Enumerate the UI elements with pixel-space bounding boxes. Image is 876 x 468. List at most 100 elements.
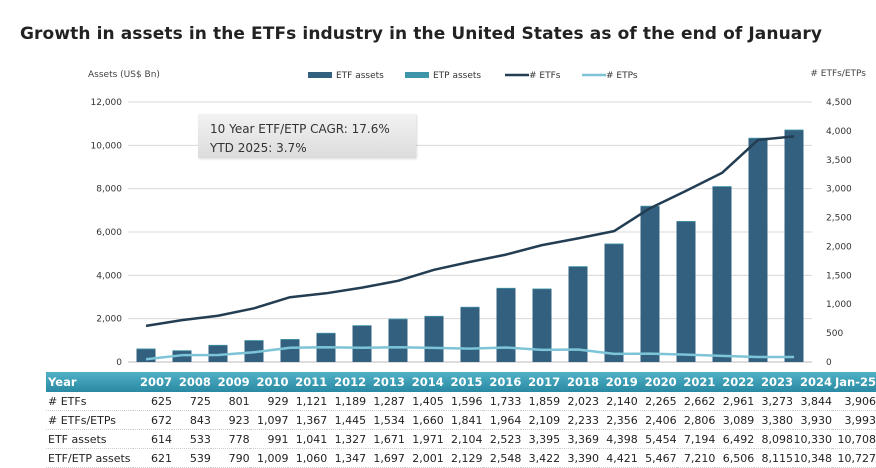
annotation-line-1: 10 Year ETF/ETP CAGR: 17.6% <box>210 122 390 136</box>
bar-etp-assets <box>316 332 336 334</box>
bar-etf-assets <box>532 289 552 362</box>
table-cell: 1,121 <box>288 392 328 411</box>
bar-etf-assets <box>136 348 156 362</box>
bar-etp-assets <box>496 287 516 289</box>
table-cell: 1,097 <box>249 410 289 430</box>
bar-etf-assets <box>568 266 588 362</box>
y2-tick-label: 4,500 <box>826 98 852 108</box>
table-cell: 1,671 <box>366 429 405 449</box>
table-cell: 2,961 <box>715 392 755 411</box>
legend: ETF assets ETP assets # ETFs # ETPs <box>308 71 638 81</box>
bar-etf-assets <box>208 345 228 362</box>
table-header-year: 2024 <box>793 372 832 392</box>
legend-label: ETF assets <box>336 71 384 81</box>
table-cell: 801 <box>210 392 250 411</box>
y2-tick-label: 2,000 <box>826 242 852 252</box>
bar-etp-assets <box>784 129 804 131</box>
bar-etf-assets <box>712 186 732 362</box>
table-header-year: 2011 <box>288 372 328 392</box>
table-header-year: 2021 <box>676 372 716 392</box>
table-cell: 4,398 <box>598 429 638 449</box>
table-cell: 2,356 <box>598 410 638 430</box>
table-cell: 1,367 <box>288 410 328 430</box>
table-cell: 1,971 <box>404 429 444 449</box>
cagr-annotation: 10 Year ETF/ETP CAGR: 17.6% YTD 2025: 3.… <box>198 114 416 158</box>
annotation-line-2: YTD 2025: 3.7% <box>210 141 307 155</box>
bar-etp-assets <box>244 340 264 341</box>
table-cell: 1,189 <box>327 392 367 411</box>
table-cell: 2,001 <box>404 448 444 468</box>
table-cell: 2,023 <box>560 392 599 411</box>
table-cell: 1,534 <box>366 410 405 430</box>
table-header-year: 2014 <box>404 372 444 392</box>
chart: Assets (US$ Bn) # ETFs/ETPs ETF assets ET… <box>88 69 866 368</box>
table-cell: 4,421 <box>598 448 638 468</box>
y2-tick-label: 4,000 <box>826 127 852 137</box>
bar-etf-assets <box>748 138 768 362</box>
bar-etf-assets <box>460 307 480 362</box>
y2-tick-label: 3,000 <box>826 185 852 195</box>
table-cell: 10,330 <box>793 429 832 449</box>
table-cell: 3,089 <box>715 410 755 430</box>
y2-tick-label: 1,500 <box>826 271 852 281</box>
bar-etf-assets <box>496 288 516 362</box>
line-num-etfs <box>145 135 795 328</box>
table-header-row: Year 2007 2008 2009 2010 2011 2012 2013 2014 2015… <box>46 372 876 392</box>
table-header-year: 2010 <box>249 372 289 392</box>
table-cell: 10,727 <box>832 448 876 468</box>
table-cell: 3,380 <box>754 410 794 430</box>
bar-etp-assets <box>208 344 228 346</box>
y2-tick-label: 2,500 <box>826 214 852 224</box>
y2-tick-label: 0 <box>826 358 832 368</box>
page-title: Growth in assets in the ETFs industry in… <box>20 24 823 44</box>
bar-etf-assets <box>640 206 660 362</box>
table-row: # ETFs/ETPs 672 843 923 1,097 1,367 1,445 1,534… <box>46 410 876 430</box>
table-header-label: Year <box>46 372 134 392</box>
table-row: ETF/ETP assets 621 539 790 1,009 1,060 1,347 1,… <box>46 448 876 468</box>
table-cell: 2,233 <box>560 410 599 430</box>
data-table: Year 2007 2008 2009 2010 2011 2012 2013 2014 2015… <box>46 372 876 468</box>
table-cell: 8,115 <box>754 448 794 468</box>
bar-etp-assets <box>568 266 588 268</box>
table-header-year: 2016 <box>482 372 522 392</box>
table-cell: 2,548 <box>482 448 522 468</box>
table-cell: 533 <box>172 429 211 449</box>
table-cell: 2,109 <box>521 410 561 430</box>
table-cell: 3,930 <box>793 410 832 430</box>
table-cell: 621 <box>133 448 173 468</box>
table-header-year: 2007 <box>133 372 173 392</box>
table-cell: 991 <box>249 429 289 449</box>
bar-etp-assets <box>604 243 624 245</box>
table-cell: 3,395 <box>521 429 561 449</box>
table-cell: 1,041 <box>288 429 328 449</box>
table-cell: 2,140 <box>598 392 638 411</box>
y2-tick-label: 500 <box>826 329 843 339</box>
table-header-year: 2022 <box>715 372 755 392</box>
bar-etf-assets <box>352 325 372 362</box>
bar-etf-assets <box>676 221 696 362</box>
row-label: ETF assets <box>46 429 134 449</box>
row-label: ETF/ETP assets <box>46 448 134 468</box>
table-cell: 10,348 <box>793 448 832 468</box>
table-header-year: 2009 <box>210 372 250 392</box>
table-cell: 5,454 <box>637 429 677 449</box>
table-cell: 2,104 <box>443 429 483 449</box>
bar-etf-assets <box>280 339 300 362</box>
lines <box>145 135 795 361</box>
bar-etp-assets <box>640 205 660 207</box>
legend-swatch <box>405 72 429 78</box>
y2-axis-ticks: 0 500 1,000 1,500 2,000 2,500 3,000 3,500 4,000 4… <box>826 98 852 368</box>
table-cell: 1,733 <box>482 392 522 411</box>
table-cell: 1,596 <box>443 392 483 411</box>
table-cell: 1,287 <box>366 392 405 411</box>
y2-axis-label: # ETFs/ETPs <box>810 69 866 79</box>
table-header-year: Jan-25 <box>832 372 876 392</box>
y-axis-label: Assets (US$ Bn) <box>88 70 160 80</box>
bar-etp-assets <box>676 221 696 222</box>
table-header-year: 2015 <box>443 372 483 392</box>
bar-etp-assets <box>460 306 480 308</box>
table-cell: 725 <box>172 392 211 411</box>
table-cell: 1,964 <box>482 410 522 430</box>
table-cell: 2,523 <box>482 429 522 449</box>
table-cell: 1,347 <box>327 448 367 468</box>
